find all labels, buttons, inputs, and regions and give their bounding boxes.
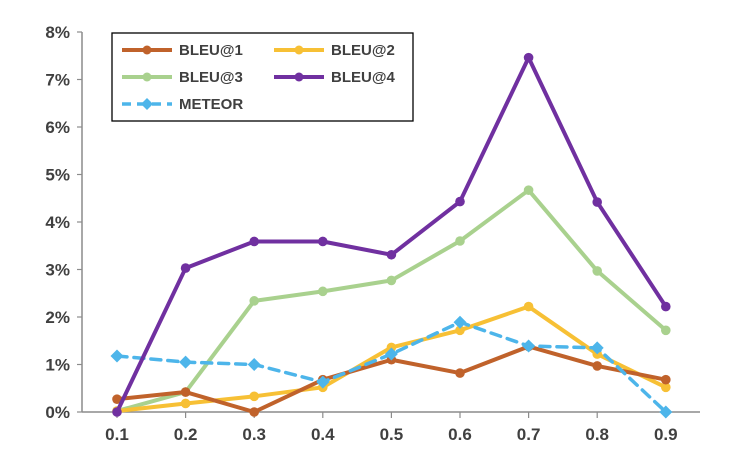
x-tick-label: 0.1 (105, 425, 129, 444)
y-tick-label: 2% (45, 308, 70, 327)
legend-item-bleu-4: BLEU@4 (274, 69, 395, 86)
data-point-bleu-4 (112, 407, 122, 417)
series-line-meteor (115, 320, 668, 414)
x-tick-label: 0.2 (174, 425, 198, 444)
legend: BLEU@1 BLEU@2 BLEU@3 BLEU@4 METEOR (111, 32, 414, 122)
y-tick-label: 1% (45, 356, 70, 375)
data-point-bleu-2 (386, 342, 397, 353)
data-point-bleu-3 (386, 275, 397, 286)
x-tick-label: 0.7 (517, 425, 541, 444)
data-point-meteor (110, 349, 124, 363)
data-point-bleu-4 (386, 249, 397, 260)
data-point-bleu-2 (661, 382, 671, 393)
y-tick-label: 7% (45, 71, 70, 90)
legend-item-bleu-2: BLEU@2 (274, 42, 395, 59)
y-tick-label: 3% (45, 261, 70, 280)
legend-label-bleu-2: BLEU@2 (331, 42, 395, 59)
legend-marker-bleu-3 (142, 72, 152, 82)
x-tick-label: 0.9 (654, 425, 678, 444)
data-point-bleu-3 (523, 185, 534, 195)
data-point-bleu-3 (661, 325, 671, 336)
data-point-bleu-4 (455, 196, 465, 207)
legend-item-bleu-3: BLEU@3 (122, 69, 243, 86)
data-point-bleu-1 (661, 374, 671, 385)
data-point-bleu-1 (249, 407, 259, 417)
data-point-bleu-1 (180, 387, 191, 397)
y-tick-label: 0% (45, 403, 70, 422)
series-meteor (110, 315, 673, 419)
y-tick-label: 6% (45, 118, 70, 137)
data-point-bleu-1 (112, 394, 122, 404)
data-point-bleu-4 (249, 236, 259, 247)
x-axis-tick-labels: 0.1 0.2 0.3 0.4 0.5 0.6 0.7 0.8 0.9 (105, 412, 678, 444)
data-point-bleu-3 (318, 286, 328, 297)
data-point-bleu-3 (249, 296, 259, 306)
data-point-bleu-3 (455, 236, 465, 246)
series-layer (110, 52, 673, 419)
x-tick-label: 0.5 (380, 425, 404, 444)
series-bleu-4 (112, 52, 671, 417)
data-point-meteor (522, 339, 536, 353)
data-point-bleu-4 (180, 263, 191, 273)
x-tick-label: 0.4 (311, 425, 335, 444)
data-point-bleu-3 (592, 266, 602, 276)
legend-marker-meteor (141, 98, 153, 110)
legend-label-bleu-1: BLEU@1 (179, 42, 243, 59)
x-tick-label: 0.6 (448, 425, 472, 444)
series-bleu-3 (112, 185, 671, 416)
data-point-meteor (453, 315, 467, 329)
data-point-bleu-4 (661, 301, 671, 312)
legend-label-meteor: METEOR (179, 96, 243, 113)
series-line-bleu-3 (115, 188, 668, 414)
legend-marker-bleu-4 (294, 72, 304, 82)
data-point-meteor (316, 375, 330, 389)
y-axis-tick-labels: 0% 1% 2% 3% 4% 5% 6% 7% 8% (45, 23, 82, 422)
legend-box (111, 32, 414, 122)
data-point-meteor (590, 341, 604, 355)
x-tick-label: 0.3 (242, 425, 266, 444)
data-point-bleu-1 (455, 368, 465, 378)
data-point-meteor (384, 347, 398, 361)
legend-label-bleu-4: BLEU@4 (331, 69, 395, 86)
legend-marker-bleu-1 (142, 45, 152, 55)
data-point-bleu-2 (523, 301, 534, 312)
legend-label-bleu-3: BLEU@3 (179, 69, 243, 86)
y-tick-label: 4% (45, 213, 70, 232)
x-tick-label: 0.8 (585, 425, 609, 444)
data-point-bleu-4 (523, 52, 534, 63)
legend-marker-bleu-2 (294, 45, 304, 55)
data-point-bleu-4 (318, 236, 328, 247)
legend-item-bleu-1: BLEU@1 (122, 42, 243, 59)
y-tick-label: 5% (45, 166, 70, 185)
data-point-bleu-2 (455, 325, 465, 336)
legend-item-meteor: METEOR (122, 96, 243, 113)
data-point-bleu-2 (249, 391, 259, 402)
data-point-bleu-1 (592, 361, 602, 371)
y-tick-label: 8% (45, 23, 70, 42)
data-point-bleu-4 (592, 197, 602, 207)
data-point-meteor (247, 358, 261, 371)
data-point-meteor (179, 355, 193, 369)
data-point-meteor (659, 405, 673, 419)
data-point-bleu-2 (180, 398, 191, 409)
